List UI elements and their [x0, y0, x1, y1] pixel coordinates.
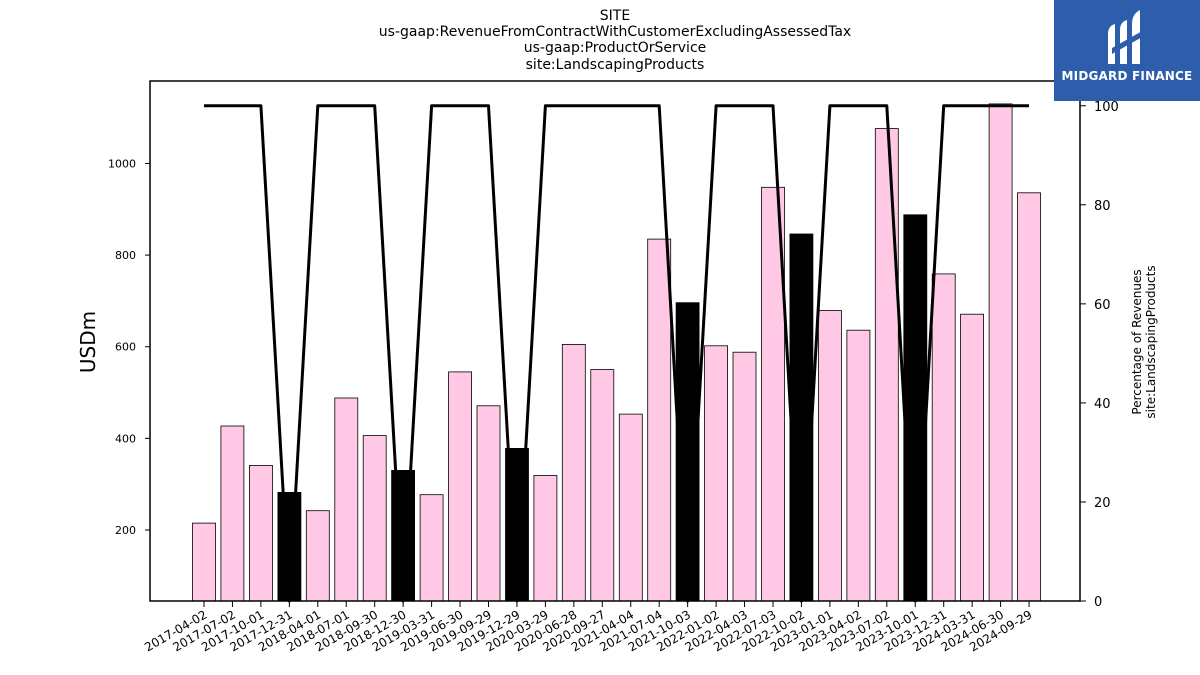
bar-2023-04-02 [846, 329, 871, 602]
chart-title-line-1: SITE [600, 8, 630, 24]
bar-2019-06-30 [448, 371, 473, 602]
x-axis: 2017-04-022017-07-022017-10-012017-12-31… [142, 601, 1035, 654]
bar-2020-03-29 [533, 475, 558, 602]
chart-title-line-3: us-gaap:ProductOrService [524, 40, 707, 56]
bar-2017-10-01 [248, 464, 273, 602]
bar-2023-01-01 [818, 310, 842, 602]
bar-2024-09-29 [1017, 192, 1041, 602]
y-axis-left: 200 400 600 800 1000 [108, 157, 150, 537]
midgard-logo-icon [1108, 10, 1144, 64]
bar-2019-03-31 [419, 494, 444, 602]
bar-2024-03-31 [960, 313, 984, 602]
bar-series [192, 103, 1041, 602]
y-tick-label-right-80: 80 [1094, 199, 1111, 214]
bar-2021-04-04 [618, 413, 643, 602]
y-tick-label-right-20: 20 [1094, 496, 1111, 511]
percentage-line-series [204, 104, 1029, 603]
chart-title-line-2: us-gaap:RevenueFromContractWithCustomerE… [379, 24, 851, 40]
y-tick-label-left-200: 200 [115, 524, 136, 537]
bar-2018-04-01 [305, 510, 330, 602]
y-tick-label-right-0: 0 [1094, 595, 1102, 610]
chart-title: SITE us-gaap:RevenueFromContractWithCust… [379, 8, 851, 73]
bar-2023-07-02 [874, 128, 899, 602]
y-axis-right: 0 20 40 60 80 100 [1080, 100, 1119, 610]
bar-2018-07-01 [334, 397, 359, 602]
y-axis-right-label-line-2: site:LandscapingProducts [1144, 265, 1158, 418]
y-tick-label-left-800: 800 [115, 249, 136, 262]
y-axis-right-label-line-1: Percentage of Revenues [1130, 269, 1144, 414]
bar-2020-09-27 [590, 369, 615, 602]
y-axis-left-label: USDm [76, 311, 100, 373]
y-tick-label-right-100: 100 [1094, 100, 1119, 115]
bar-2023-12-31 [931, 273, 956, 602]
bar-2022-10-02 [789, 233, 814, 602]
percentage-line [204, 104, 1029, 603]
y-tick-label-right-40: 40 [1094, 397, 1111, 412]
bar-2021-07-04 [647, 238, 672, 602]
bar-2020-06-28 [561, 343, 586, 602]
bar-2022-01-02 [704, 345, 728, 602]
bar-2023-10-01 [903, 214, 928, 602]
chart-title-line-4: site:LandscapingProducts [526, 57, 705, 73]
bar-2019-09-29 [476, 405, 501, 602]
midgard-finance-logo: MIDGARD FINANCE [1054, 0, 1200, 101]
plot-frame [149, 80, 1081, 602]
logo-text: MIDGARD FINANCE [1061, 69, 1193, 83]
y-tick-label-left-600: 600 [115, 341, 136, 354]
y-tick-label-left-1000: 1000 [108, 157, 136, 170]
y-tick-label-left-400: 400 [115, 432, 136, 445]
bar-2022-04-03 [732, 351, 757, 602]
bar-2017-04-02 [192, 522, 216, 602]
bar-2024-06-30 [988, 103, 1013, 602]
bar-2018-09-30 [362, 435, 387, 602]
y-tick-label-right-60: 60 [1094, 298, 1111, 313]
bar-2017-07-02 [220, 425, 245, 602]
